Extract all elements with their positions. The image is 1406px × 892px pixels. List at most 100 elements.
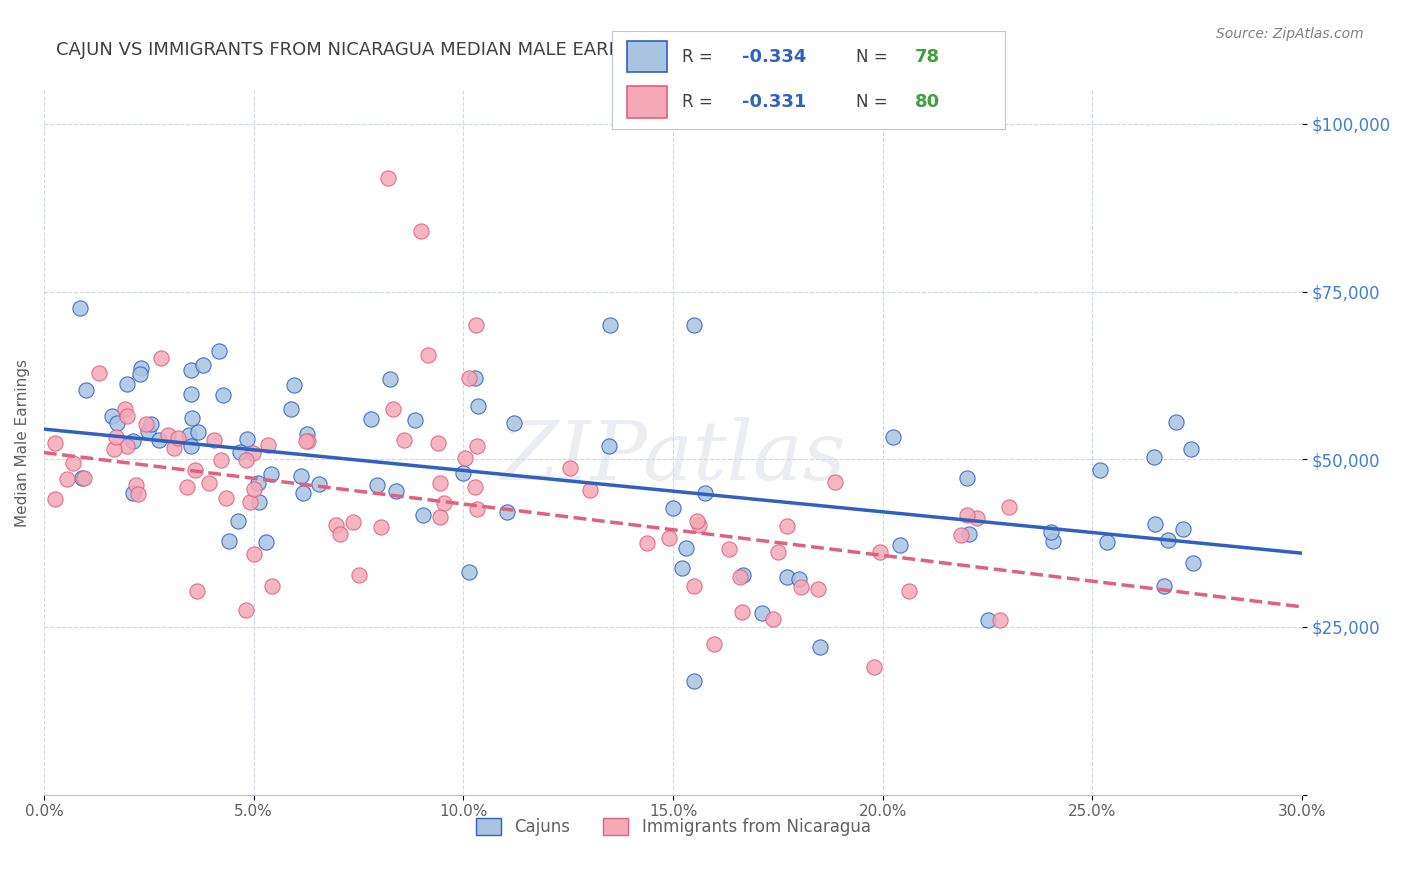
Legend: Cajuns, Immigrants from Nicaragua: Cajuns, Immigrants from Nicaragua [468, 811, 877, 843]
Cajuns [148, 433, 170, 447]
Text: N =: N = [856, 93, 893, 111]
Immigrants from Nicaragua [184, 462, 207, 476]
Immigrants from Nicaragua [416, 348, 439, 362]
Cajuns [208, 344, 231, 359]
Immigrants from Nicaragua [966, 510, 988, 524]
Immigrants from Nicaragua [294, 434, 316, 448]
Cajuns [404, 412, 426, 426]
Immigrants from Nicaragua [997, 500, 1019, 514]
Cajuns [187, 425, 209, 439]
Cajuns [101, 409, 124, 423]
Immigrants from Nicaragua [988, 613, 1011, 627]
Cajuns [412, 508, 434, 522]
Immigrants from Nicaragua [114, 402, 136, 417]
Immigrants from Nicaragua [955, 508, 977, 523]
Cajuns [247, 476, 270, 491]
Text: 80: 80 [915, 93, 939, 111]
Cajuns [226, 514, 249, 528]
Cajuns [957, 527, 980, 541]
Cajuns [70, 471, 93, 485]
Immigrants from Nicaragua [176, 480, 198, 494]
Cajuns [775, 570, 797, 584]
Cajuns [1173, 522, 1195, 536]
Immigrants from Nicaragua [728, 570, 751, 584]
Text: CAJUN VS IMMIGRANTS FROM NICARAGUA MEDIAN MALE EARNINGS CORRELATION CHART: CAJUN VS IMMIGRANTS FROM NICARAGUA MEDIA… [56, 41, 868, 60]
Cajuns [693, 486, 716, 500]
Cajuns [75, 383, 97, 397]
Immigrants from Nicaragua [127, 487, 149, 501]
Cajuns [467, 399, 489, 413]
Immigrants from Nicaragua [429, 476, 451, 491]
Immigrants from Nicaragua [465, 439, 488, 453]
Cajuns [308, 477, 330, 491]
Cajuns [235, 433, 257, 447]
Immigrants from Nicaragua [297, 434, 319, 449]
Immigrants from Nicaragua [62, 456, 84, 470]
Immigrants from Nicaragua [186, 584, 208, 599]
Cajuns [889, 538, 911, 552]
Immigrants from Nicaragua [117, 409, 139, 424]
Immigrants from Nicaragua [105, 430, 128, 444]
Immigrants from Nicaragua [342, 515, 364, 529]
Cajuns [464, 370, 486, 384]
Immigrants from Nicaragua [807, 582, 830, 597]
Cajuns [662, 500, 685, 515]
Cajuns [882, 429, 904, 443]
Immigrants from Nicaragua [87, 367, 110, 381]
Immigrants from Nicaragua [426, 436, 449, 450]
Text: N =: N = [856, 48, 893, 66]
Immigrants from Nicaragua [824, 475, 846, 489]
Cajuns [115, 377, 138, 392]
Immigrants from Nicaragua [209, 453, 232, 467]
Immigrants from Nicaragua [163, 442, 186, 456]
Immigrants from Nicaragua [636, 536, 658, 550]
Cajuns [1153, 579, 1175, 593]
Cajuns [1166, 416, 1188, 430]
Immigrants from Nicaragua [44, 435, 66, 450]
Cajuns [69, 301, 91, 315]
Immigrants from Nicaragua [135, 417, 157, 432]
Cajuns [1157, 533, 1180, 547]
Cajuns [1042, 534, 1064, 549]
Immigrants from Nicaragua [115, 439, 138, 453]
Cajuns [218, 533, 240, 548]
Cajuns [360, 412, 382, 426]
Cajuns [260, 467, 283, 481]
Cajuns [598, 439, 620, 453]
Immigrants from Nicaragua [558, 461, 581, 475]
Cajuns [384, 483, 406, 498]
Cajuns [599, 318, 621, 332]
Immigrants from Nicaragua [150, 351, 173, 365]
Immigrants from Nicaragua [790, 580, 813, 594]
Immigrants from Nicaragua [703, 637, 725, 651]
Cajuns [247, 495, 270, 509]
Immigrants from Nicaragua [242, 446, 264, 460]
Cajuns [105, 416, 128, 430]
Immigrants from Nicaragua [325, 518, 347, 533]
Immigrants from Nicaragua [377, 170, 399, 185]
Immigrants from Nicaragua [370, 520, 392, 534]
Immigrants from Nicaragua [347, 568, 370, 582]
Immigrants from Nicaragua [429, 510, 451, 524]
Immigrants from Nicaragua [197, 475, 219, 490]
Cajuns [496, 505, 519, 519]
Immigrants from Nicaragua [235, 603, 257, 617]
Immigrants from Nicaragua [44, 492, 66, 507]
Cajuns [683, 673, 706, 688]
Immigrants from Nicaragua [242, 482, 264, 496]
Immigrants from Nicaragua [766, 545, 789, 559]
Text: -0.331: -0.331 [741, 93, 806, 111]
Cajuns [1182, 556, 1205, 570]
Immigrants from Nicaragua [579, 483, 602, 497]
Immigrants from Nicaragua [683, 579, 706, 593]
Immigrants from Nicaragua [72, 471, 94, 485]
Immigrants from Nicaragua [235, 452, 257, 467]
Immigrants from Nicaragua [717, 541, 740, 556]
Cajuns [122, 486, 145, 500]
Immigrants from Nicaragua [762, 612, 785, 626]
Immigrants from Nicaragua [688, 518, 710, 533]
Immigrants from Nicaragua [329, 527, 352, 541]
Immigrants from Nicaragua [775, 519, 797, 533]
Immigrants from Nicaragua [256, 438, 278, 452]
Cajuns [683, 318, 706, 332]
